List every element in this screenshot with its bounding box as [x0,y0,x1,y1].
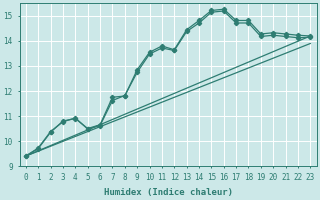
X-axis label: Humidex (Indice chaleur): Humidex (Indice chaleur) [104,188,233,197]
